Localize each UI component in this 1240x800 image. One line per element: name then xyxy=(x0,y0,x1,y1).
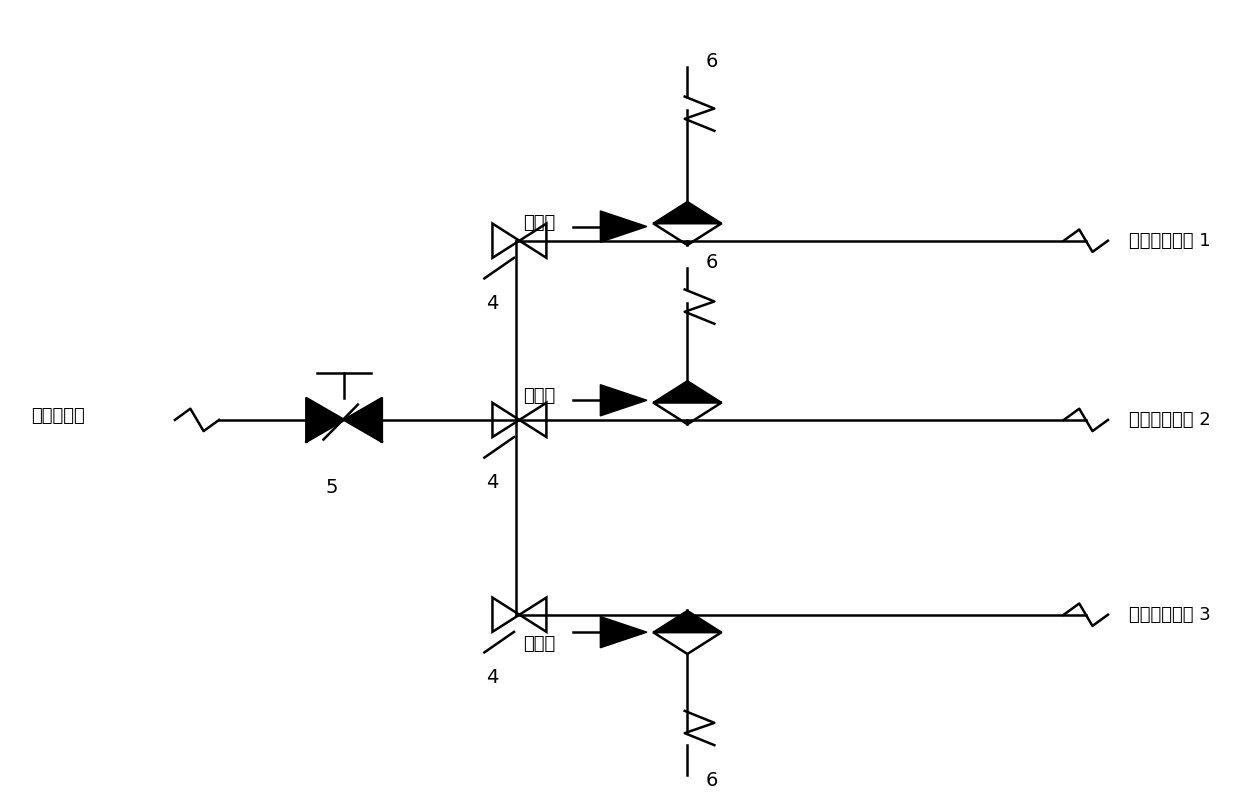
Polygon shape xyxy=(653,610,722,632)
Text: 排大气: 排大气 xyxy=(523,387,556,406)
Polygon shape xyxy=(653,381,722,402)
Text: 排大气: 排大气 xyxy=(523,635,556,653)
Text: 伎压蒸汽用户 3: 伎压蒸汽用户 3 xyxy=(1128,606,1210,624)
Polygon shape xyxy=(600,617,647,648)
Text: 4: 4 xyxy=(486,473,498,492)
Text: 4: 4 xyxy=(486,294,498,313)
Polygon shape xyxy=(306,398,345,442)
Text: 6: 6 xyxy=(706,771,718,790)
Text: 低压蒸汽用户 1: 低压蒸汽用户 1 xyxy=(1128,232,1210,250)
Text: 排大气: 排大气 xyxy=(523,214,556,232)
Text: 4: 4 xyxy=(486,668,498,686)
Polygon shape xyxy=(600,385,647,416)
Text: 主蒸汽系统: 主蒸汽系统 xyxy=(31,407,86,425)
Polygon shape xyxy=(653,202,722,223)
Text: 6: 6 xyxy=(706,52,718,71)
Text: 低压蒸汽用户 2: 低压蒸汽用户 2 xyxy=(1128,411,1210,429)
Polygon shape xyxy=(600,211,647,242)
Text: 6: 6 xyxy=(706,253,718,271)
Polygon shape xyxy=(345,398,382,442)
Text: 5: 5 xyxy=(326,478,339,498)
